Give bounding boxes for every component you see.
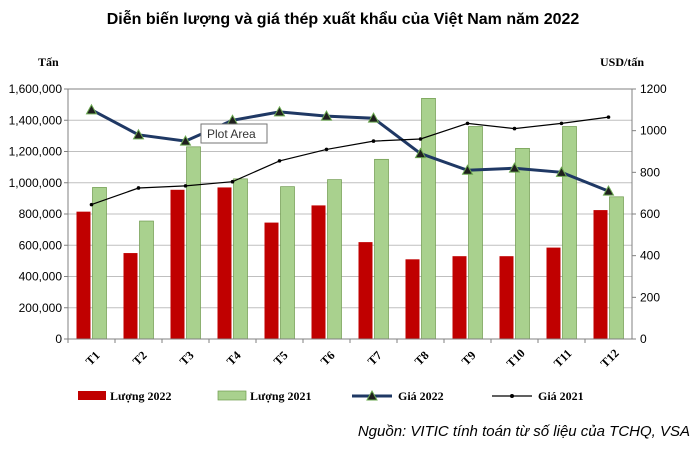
marker-gia-2022-t1	[85, 103, 98, 115]
y-right-ticks: 0 200 400 600 800 1000 1200	[632, 82, 667, 346]
x-tick-label-t5: T5	[271, 348, 291, 368]
legend-gia-2021-marker	[510, 394, 514, 398]
marker-gia-2021-t9	[465, 121, 470, 126]
bar-luong-2022-t4	[217, 187, 232, 339]
y-right-tick-label: 1000	[640, 124, 667, 138]
marker-gia-2022-t8	[414, 147, 427, 159]
bar-luong-2022-t5	[264, 222, 279, 339]
bar-luong-2022-t1	[76, 211, 91, 339]
marker-gia-2022-t12	[602, 185, 615, 196]
source-note: Nguồn: VITIC tính toán từ số liệu của TC…	[358, 423, 690, 440]
y-right-tick-label: 800	[640, 165, 660, 179]
x-tick-label-t6: T6	[318, 348, 338, 368]
bar-luong-2021-t9	[468, 126, 483, 340]
bar-luong-2021-t2	[139, 220, 154, 340]
bar-luong-2022-t2	[123, 253, 138, 339]
marker-gia-2022-t10	[508, 162, 521, 173]
marker-gia-2022-t9	[461, 164, 474, 175]
bar-luong-2022-t7	[358, 242, 373, 339]
bar-luong-2021-t5	[280, 186, 295, 340]
bar-luong-2022-t10	[499, 256, 514, 339]
y-right-tick-label: 400	[640, 249, 660, 263]
y-left-tick-label: 0	[55, 332, 62, 346]
y-left-tick-label: 200,000	[19, 301, 63, 315]
marker-gia-2021-t7	[371, 139, 376, 143]
bars	[76, 98, 624, 340]
x-tick-label-t1: T1	[83, 348, 103, 368]
marker-gia-2022-t5	[273, 105, 286, 117]
plot-area-frame[interactable]	[67, 88, 633, 340]
marker-gia-2021-t2	[136, 186, 141, 190]
bar-luong-2022-t12	[593, 210, 608, 339]
bar-luong-2021-t1	[92, 187, 107, 340]
y-left-tick-label: 400,000	[19, 270, 63, 284]
bar-luong-2021-t12	[609, 196, 624, 340]
marker-gia-2021-t5	[277, 159, 282, 163]
line-gia-2022	[90, 108, 610, 193]
marker-gia-2021-t4	[230, 179, 235, 184]
y-left-tick-label: 1,600,000	[9, 82, 63, 96]
legend-gia-2022-label: Giá 2022	[398, 389, 444, 403]
bar-luong-2021-t10	[515, 148, 530, 340]
bar-luong-2022-t6	[311, 205, 326, 339]
marker-gia-2021-t10	[512, 126, 517, 131]
y-right-axis-label: USD/tấn	[600, 55, 644, 69]
plot-area-tooltip: Plot Area	[200, 123, 268, 144]
bar-luong-2022-t3	[170, 189, 185, 339]
legend-luong-2022-swatch	[78, 391, 106, 400]
line-gia-2021	[91, 116, 609, 206]
bar-luong-2021-t3	[186, 146, 201, 340]
marker-gia-2022-t2	[132, 128, 145, 140]
marker-gia-2021-t8	[418, 137, 423, 141]
y-left-tick-label: 800,000	[19, 207, 63, 221]
bar-luong-2022-t9	[452, 256, 467, 339]
tooltip-text: Plot Area	[207, 127, 256, 141]
marker-gia-2021-t6	[324, 147, 329, 152]
bar-luong-2021-t6	[327, 179, 342, 340]
lines	[85, 103, 615, 207]
x-tick-label-t10: T10	[504, 346, 528, 370]
chart-title: Diễn biến lượng và giá thép xuất khẩu củ…	[107, 9, 580, 28]
marker-gia-2022-t7	[367, 112, 380, 123]
x-tick-label-t4: T4	[224, 348, 244, 368]
marker-gia-2022-t11	[555, 166, 568, 177]
legend-luong-2021-label: Lượng 2021	[250, 389, 312, 403]
legend: Lượng 2022 Lượng 2021 Giá 2022 Giá 2021	[78, 389, 584, 403]
bar-luong-2022-t8	[405, 259, 420, 339]
legend-luong-2021-swatch	[217, 390, 247, 401]
y-right-tick-label: 0	[640, 332, 647, 346]
x-tick-label-t2: T2	[130, 348, 150, 368]
bar-luong-2021-t4	[233, 178, 248, 340]
marker-gia-2021-t11	[559, 121, 564, 126]
legend-luong-2022-label: Lượng 2022	[110, 389, 172, 403]
y-right-tick-label: 200	[640, 290, 660, 304]
y-left-ticks: 0 200,000 400,000 600,000 800,000 1,000,000 1,…	[9, 82, 68, 346]
y-left-tick-label: 1,200,000	[9, 145, 63, 159]
x-tick-label-t12: T12	[598, 346, 622, 370]
marker-gia-2022-t6	[320, 110, 333, 121]
y-left-tick-label: 1,000,000	[9, 176, 63, 190]
x-tick-label-t3: T3	[177, 348, 197, 368]
legend-gia-2021-label: Giá 2021	[538, 389, 584, 403]
bar-luong-2021-t11	[562, 126, 577, 340]
marker-gia-2021-t3	[183, 184, 188, 188]
bar-luong-2021-t7	[374, 158, 389, 340]
y-right-tick-label: 1200	[640, 82, 667, 96]
x-tick-label-t8: T8	[412, 348, 432, 368]
bar-luong-2022-t11	[546, 247, 561, 339]
marker-gia-2021-t12	[606, 115, 611, 119]
marker-gia-2021-t1	[89, 202, 94, 207]
y-left-axis-label: Tấn	[38, 55, 59, 69]
y-left-tick-label: 1,400,000	[9, 113, 63, 127]
y-right-tick-label: 600	[640, 207, 660, 221]
x-tick-label-t7: T7	[365, 348, 385, 368]
legend-gia-2022-marker	[366, 389, 378, 401]
x-ticks: T1 T2 T3 T4 T5 T6 T7 T8 T9 T10 T11 T12	[67, 338, 632, 370]
x-tick-label-t9: T9	[459, 348, 479, 368]
marker-gia-2022-t3	[179, 135, 192, 146]
y-left-tick-label: 600,000	[19, 238, 63, 252]
x-tick-label-t11: T11	[551, 346, 575, 370]
